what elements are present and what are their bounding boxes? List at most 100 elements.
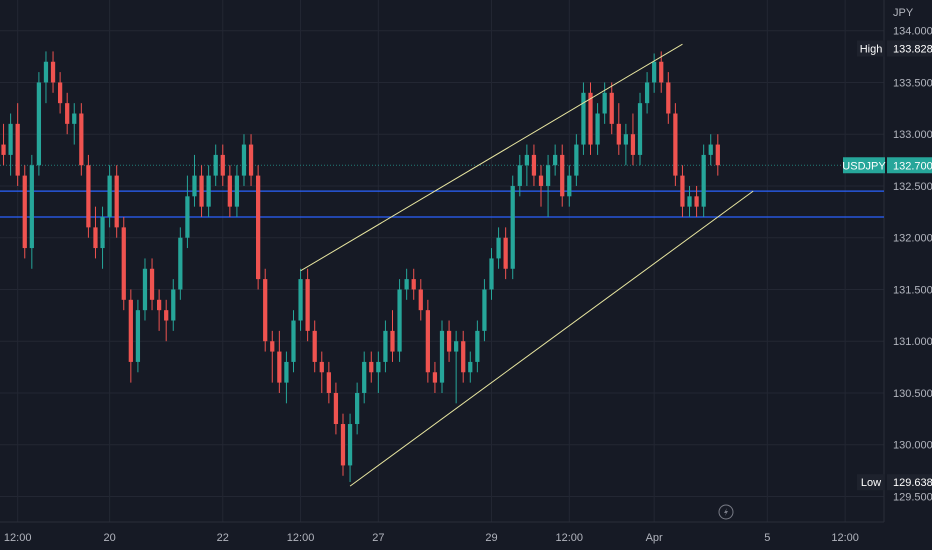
candle-body: [326, 372, 331, 393]
candle-body: [468, 361, 473, 373]
candle-body: [390, 330, 395, 352]
candle-body: [1, 144, 6, 155]
price-tag-value: 132.700: [893, 160, 932, 172]
candle-body: [347, 424, 353, 466]
high-tag-bg: [857, 40, 885, 57]
candle-body: [602, 92, 607, 114]
candle-body: [567, 175, 572, 197]
candle-body: [135, 310, 141, 362]
candle-body: [411, 279, 416, 290]
candle-body: [482, 289, 487, 331]
candle-body: [609, 92, 614, 124]
high-value: 133.828: [893, 44, 932, 56]
candle-body: [107, 175, 112, 218]
candle-body: [439, 330, 445, 383]
y-tick-label: 132.500: [893, 181, 932, 193]
candle-body: [199, 175, 204, 207]
y-tick-label: 133.000: [893, 129, 932, 141]
lightning-icon-ring: [718, 504, 734, 520]
candle-body: [687, 196, 692, 207]
candle-body: [630, 134, 636, 155]
candle-body: [475, 330, 480, 362]
candle-body: [241, 144, 247, 176]
candle-body: [227, 175, 232, 207]
candle-body: [538, 175, 544, 186]
candle-body: [694, 196, 699, 207]
x-tick-label: 12:00: [287, 532, 315, 544]
x-tick-label: 12:00: [556, 532, 584, 544]
candle-body: [588, 92, 593, 145]
x-tick-label: 27: [372, 532, 384, 544]
candle-body: [708, 144, 713, 155]
candle-body: [531, 154, 537, 176]
candle-body: [142, 268, 148, 311]
candle-body: [171, 289, 176, 321]
x-tick-label: Apr: [646, 532, 663, 544]
candle-body: [383, 330, 388, 362]
candle-body: [517, 165, 522, 186]
candle-body: [503, 237, 508, 269]
x-tick-label: 20: [103, 532, 115, 544]
candle-body: [446, 330, 452, 352]
candle-body: [701, 154, 706, 207]
candle-body: [524, 154, 529, 166]
channel-upper-line: [300, 43, 683, 272]
candle-body: [404, 279, 409, 290]
candle-body: [298, 279, 303, 321]
lightning-icon[interactable]: [718, 504, 734, 520]
candle-body: [29, 165, 34, 249]
candle-body: [248, 144, 254, 176]
candle-body: [616, 123, 621, 145]
candle-body: [36, 82, 42, 166]
x-tick-label: 29: [485, 532, 497, 544]
price-tag-symbol-bg: [843, 157, 885, 174]
candle-body: [256, 175, 261, 280]
candle-body: [164, 310, 169, 321]
candle-body: [560, 154, 565, 197]
candle-body: [8, 123, 13, 155]
candle-body: [270, 341, 275, 352]
candle-body: [291, 320, 296, 362]
candle-body: [666, 82, 671, 114]
candle-body: [652, 61, 657, 83]
candle-body: [192, 175, 197, 197]
x-tick-label: 5: [764, 532, 770, 544]
candle-body: [432, 372, 438, 383]
candle-body: [362, 361, 367, 393]
candle-body: [574, 144, 579, 176]
candle-body: [595, 113, 600, 145]
candle-body: [149, 268, 155, 300]
candle-body: [178, 237, 183, 290]
candle-body: [206, 175, 211, 207]
candle-body: [79, 113, 84, 166]
currency-label: JPY: [893, 7, 914, 19]
candle-body: [623, 134, 628, 145]
candle-body: [220, 154, 225, 176]
candle-body: [156, 299, 162, 311]
candle-body: [644, 82, 650, 104]
candle-body: [319, 361, 324, 373]
low-tag-bg: [857, 474, 885, 491]
candle-body: [121, 227, 126, 300]
y-tick-label: 131.000: [893, 336, 932, 348]
candle-body: [234, 175, 240, 207]
price-tag-value-bg: [887, 157, 932, 174]
candle-body: [277, 351, 282, 383]
x-tick-label: 22: [217, 532, 229, 544]
candle-body: [397, 289, 402, 352]
y-tick-label: 129.500: [893, 491, 932, 503]
candle-body: [545, 165, 551, 186]
candle-body: [376, 361, 381, 373]
candle-body: [50, 61, 56, 83]
candle-body: [185, 196, 190, 238]
candle-body: [15, 123, 20, 176]
candle-body: [489, 258, 494, 290]
candle-body: [510, 185, 515, 269]
candle-body: [659, 61, 664, 83]
candle-body: [553, 154, 558, 166]
candle-body: [263, 279, 268, 342]
y-tick-label: 133.500: [893, 77, 932, 89]
candle-body: [128, 299, 133, 362]
